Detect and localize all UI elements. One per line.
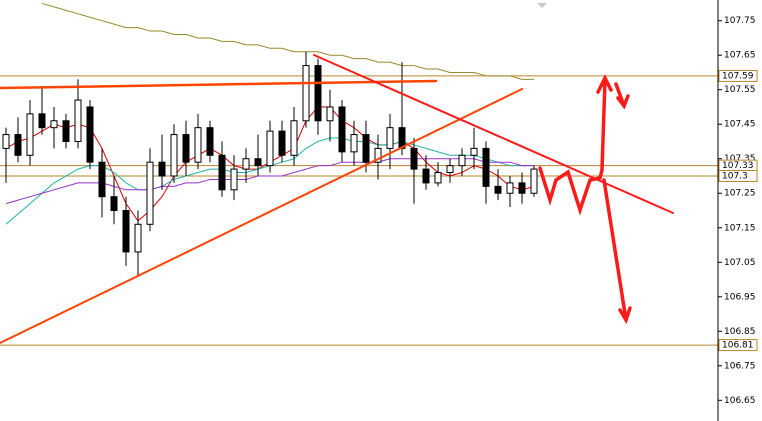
arrow-head bbox=[618, 306, 632, 325]
level-label: 107.33 bbox=[722, 161, 754, 171]
y-tick-label: 106.85 bbox=[724, 327, 756, 337]
candle-body bbox=[74, 99, 82, 142]
y-tick-label: 107.45 bbox=[724, 120, 756, 130]
candle-body bbox=[278, 130, 286, 156]
candle-body bbox=[134, 223, 142, 253]
moving-average bbox=[41, 2, 534, 80]
y-tick-label: 106.95 bbox=[724, 292, 756, 302]
candle-body bbox=[338, 106, 346, 153]
candle-body bbox=[242, 158, 250, 170]
candle-body bbox=[530, 168, 538, 194]
level-label: 107.59 bbox=[722, 71, 754, 81]
y-tick-label: 107.65 bbox=[724, 51, 756, 61]
candle-body bbox=[122, 210, 130, 253]
candle-body bbox=[470, 147, 478, 156]
candle-body bbox=[362, 134, 370, 163]
candle-body bbox=[38, 113, 46, 129]
level-label-box bbox=[718, 169, 758, 182]
candle-body bbox=[230, 168, 238, 191]
y-tick-label: 106.75 bbox=[724, 361, 756, 371]
candle-body bbox=[206, 127, 214, 156]
y-tick-label: 107.05 bbox=[724, 258, 756, 268]
candle-body bbox=[182, 134, 190, 163]
candle-body bbox=[482, 147, 490, 187]
y-axis: 107.75 107.65 107.55 107.45 107.35 107.25 107.… bbox=[718, 16, 758, 406]
candle-body bbox=[158, 161, 166, 177]
annotations bbox=[0, 3, 674, 344]
y-tick-label: 107.35 bbox=[724, 154, 756, 164]
y-tick-label: 107.75 bbox=[724, 16, 756, 26]
candle-body bbox=[146, 161, 154, 225]
candle-body bbox=[110, 196, 118, 211]
trend-line bbox=[313, 54, 674, 214]
candle-body bbox=[254, 158, 262, 167]
candle-body bbox=[494, 185, 502, 194]
candle-body bbox=[458, 154, 466, 167]
candle-body bbox=[326, 106, 334, 122]
candle-body bbox=[14, 134, 22, 156]
candle-body bbox=[86, 106, 94, 163]
candle-body bbox=[350, 134, 358, 153]
level-label-box bbox=[718, 69, 758, 82]
candle-body bbox=[422, 168, 430, 184]
y-tick-label: 107.15 bbox=[724, 223, 756, 233]
plot-area bbox=[0, 2, 718, 346]
arrow-head bbox=[616, 94, 630, 110]
arrow-head bbox=[596, 74, 613, 94]
moving-average bbox=[5, 158, 534, 205]
candle-body bbox=[314, 65, 322, 122]
candle-body bbox=[62, 120, 70, 142]
candle-body bbox=[218, 154, 226, 191]
y-tick-label: 107.25 bbox=[724, 189, 756, 199]
candle-body bbox=[26, 113, 34, 156]
forecast-arrows bbox=[538, 74, 632, 325]
arrow-path bbox=[602, 178, 628, 322]
candle-body bbox=[506, 182, 514, 194]
y-tick-label: 107.55 bbox=[724, 85, 756, 95]
arrow-path bbox=[538, 78, 607, 216]
candle-body bbox=[518, 182, 526, 194]
candle-body bbox=[98, 161, 106, 198]
candle-body bbox=[302, 65, 310, 122]
candle-body bbox=[2, 134, 10, 149]
candle-body bbox=[194, 127, 202, 163]
y-tick-label: 106.65 bbox=[724, 396, 756, 406]
trend-line bbox=[0, 79, 438, 90]
trend-line bbox=[0, 88, 523, 344]
candle-body bbox=[170, 134, 178, 177]
candle-body bbox=[266, 130, 274, 167]
candle-body bbox=[386, 127, 394, 149]
candle-body bbox=[434, 172, 442, 184]
candle-body bbox=[410, 147, 418, 170]
level-label-box bbox=[718, 339, 758, 352]
candle-body bbox=[446, 165, 454, 174]
scroll-marker bbox=[537, 3, 547, 8]
level-label: 107.3 bbox=[722, 171, 748, 181]
level-label: 106.81 bbox=[722, 341, 754, 351]
candle-body bbox=[290, 120, 298, 156]
candle-body bbox=[50, 120, 58, 129]
candle-body bbox=[374, 147, 382, 163]
